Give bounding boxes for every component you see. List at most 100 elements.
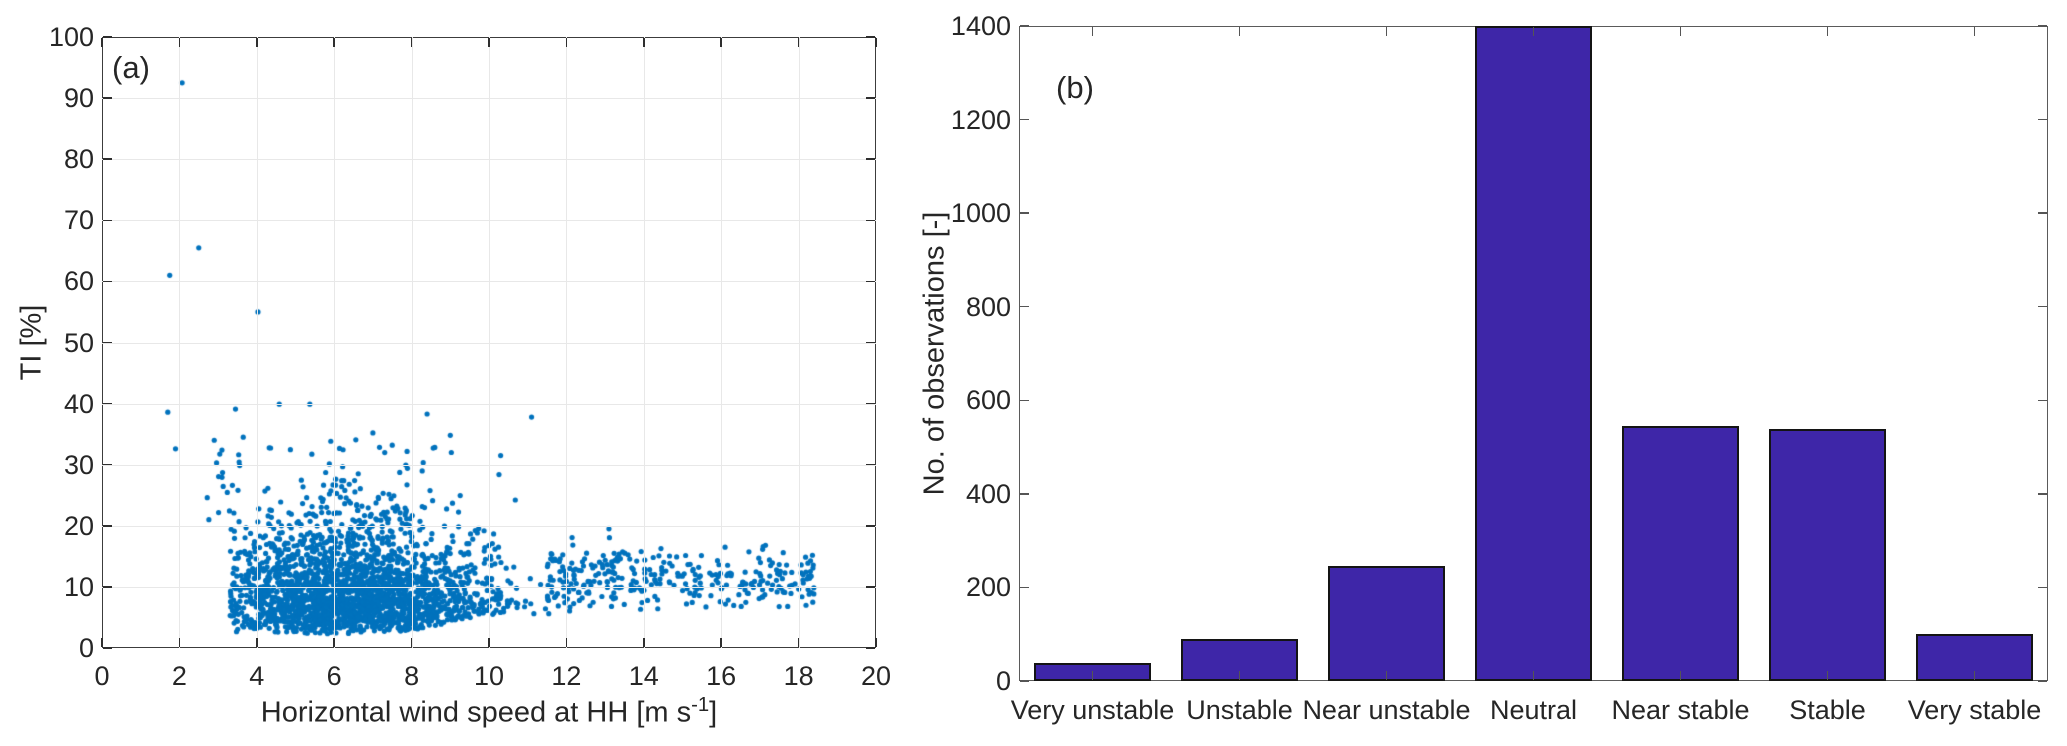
scatter-x-tick-label: 14 <box>628 661 659 691</box>
scatter-y-tick-right <box>866 36 875 38</box>
bar-y-tick <box>1020 212 1029 214</box>
bar-y-tick <box>1020 118 1029 121</box>
bar-x-tick <box>1091 671 1094 680</box>
bar <box>1474 26 1593 681</box>
scatter-x-tick-top <box>797 38 800 47</box>
bar-y-tick-label: 400 <box>965 478 1011 509</box>
scatter-y-tick <box>103 463 112 466</box>
scatter-y-tick-right <box>866 586 875 588</box>
bar-y-tick-right <box>2038 25 2047 27</box>
scatter-x-tick-label: 4 <box>249 661 265 691</box>
scatter-x-tick-top <box>488 38 490 47</box>
scatter-y-tick-right <box>866 97 875 99</box>
scatter-y-tick <box>103 219 112 222</box>
bar-y-tick <box>1020 25 1029 27</box>
scatter-x-tick-top <box>643 38 645 47</box>
bar-y-tick-right <box>2038 118 2047 121</box>
scatter-y-tick-right <box>866 402 875 405</box>
bar-x-tick <box>1385 671 1388 680</box>
bar-category-label: Very stable <box>1907 695 2042 725</box>
bar <box>1621 426 1740 681</box>
scatter-y-tick <box>103 158 112 160</box>
bar-x-tick <box>1238 671 1241 680</box>
scatter-y-tick-label: 70 <box>63 205 94 236</box>
bar-y-tick <box>1020 493 1029 495</box>
bar-y-tick <box>1020 680 1029 682</box>
scatter-x-tick <box>565 638 568 647</box>
bar-y-tick-label: 0 <box>995 666 1011 696</box>
scatter-gridline-horizontal <box>102 586 876 588</box>
bar-y-axis-label: No. of observations [-] <box>918 211 951 496</box>
bar-y-tick <box>1020 399 1029 402</box>
bar-y-tick-label: 1000 <box>950 198 1011 229</box>
scatter-y-tick-label: 50 <box>63 327 94 358</box>
scatter-y-tick <box>103 341 112 344</box>
scatter-y-tick-label: 0 <box>78 633 94 663</box>
scatter-x-tick-top <box>410 38 413 47</box>
bar-y-tick-right <box>2038 680 2047 682</box>
scatter-y-tick <box>103 647 112 649</box>
scatter-y-tick-label: 90 <box>63 83 94 114</box>
scatter-y-tick-right <box>866 341 875 344</box>
scatter-gridline-horizontal <box>102 98 876 100</box>
bar-category-label: Stable <box>1789 695 1866 725</box>
scatter-gridline-horizontal <box>102 159 876 161</box>
scatter-x-tick-top <box>720 38 722 47</box>
scatter-x-tick-top <box>333 38 335 47</box>
scatter-y-tick-label: 80 <box>63 144 94 175</box>
scatter-y-tick-label: 30 <box>63 449 94 480</box>
bar-category-label: Near unstable <box>1302 695 1471 725</box>
bar-x-tick-top <box>1238 27 1241 36</box>
bar-y-tick-right <box>2038 212 2047 214</box>
bar-category-label: Very unstable <box>1010 695 1175 725</box>
scatter-y-tick <box>103 280 112 283</box>
x-axis-label-end: ] <box>709 696 718 729</box>
scatter-gridline-horizontal <box>102 525 876 527</box>
scatter-y-tick <box>103 36 112 38</box>
scatter-x-tick <box>875 638 877 647</box>
bar-x-tick-top <box>1091 27 1094 36</box>
scatter-x-tick <box>488 638 490 647</box>
scatter-x-tick-top <box>875 38 877 47</box>
scatter-x-tick <box>101 638 103 647</box>
scatter-x-tick <box>643 638 645 647</box>
scatter-x-tick <box>797 638 800 647</box>
bar <box>1327 566 1446 681</box>
scatter-y-tick-label: 60 <box>63 266 94 297</box>
bar-y-tick-label: 600 <box>965 385 1011 416</box>
bar-y-tick-right <box>2038 305 2047 308</box>
bar-x-tick <box>1826 671 1829 680</box>
scatter-y-tick-label: 10 <box>63 571 94 602</box>
scatter-x-tick-label: 20 <box>860 661 892 691</box>
bar-x-tick-top <box>1973 27 1976 36</box>
scatter-gridline-horizontal <box>102 464 876 466</box>
bar-x-tick-top <box>1385 27 1388 36</box>
scatter-x-tick-label: 10 <box>473 661 505 691</box>
panel-a-letter: (a) <box>112 50 150 85</box>
scatter-gridline-horizontal <box>102 342 876 344</box>
bar-category-label: Unstable <box>1186 695 1293 725</box>
scatter-y-tick-label: 100 <box>48 22 94 52</box>
scatter-y-tick-right <box>866 647 875 649</box>
scatter-x-tick-top <box>565 38 568 47</box>
scatter-gridline-horizontal <box>102 403 876 405</box>
scatter-x-tick <box>410 638 413 647</box>
scatter-y-tick-right <box>866 280 875 283</box>
scatter-x-tick <box>720 638 722 647</box>
bar-x-tick-top <box>1826 27 1829 36</box>
scatter-x-tick-label: 18 <box>783 661 814 691</box>
bar-category-label: Near stable <box>1611 695 1750 725</box>
scatter-x-tick-top <box>256 38 258 47</box>
bar-y-tick-label: 1400 <box>950 11 1011 41</box>
bar-x-tick <box>1679 671 1682 680</box>
scatter-x-tick <box>178 638 181 647</box>
bar-y-tick-right <box>2038 399 2047 402</box>
bar-x-tick <box>1532 671 1535 680</box>
bar-category-label: Neutral <box>1489 695 1578 725</box>
scatter-x-tick-label: 6 <box>326 661 342 691</box>
x-axis-label-superscript: -1 <box>691 694 710 716</box>
scatter-y-tick-right <box>866 158 875 160</box>
scatter-x-tick <box>256 638 258 647</box>
bar-y-tick-label: 1200 <box>950 104 1011 135</box>
